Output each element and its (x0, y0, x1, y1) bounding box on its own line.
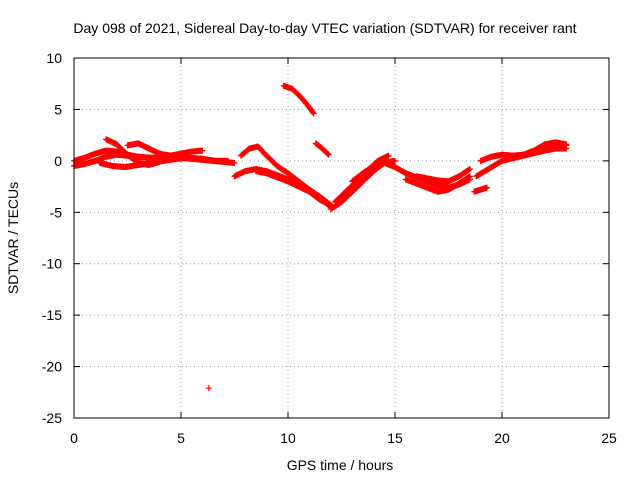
data-point (466, 166, 473, 173)
data-point (563, 141, 570, 148)
x-tick-label: 15 (387, 430, 403, 446)
plot-frame (73, 57, 610, 419)
data-point (199, 147, 206, 154)
data-point (231, 159, 238, 166)
y-tick-label: -15 (42, 307, 62, 323)
data-point (325, 151, 332, 158)
data-point (225, 157, 232, 164)
data-point (310, 110, 317, 117)
y-tick-label: 10 (46, 50, 62, 66)
x-tick-label: 5 (177, 430, 185, 446)
y-tick-label: -10 (42, 256, 62, 272)
data-points (71, 82, 570, 392)
data-point (385, 152, 392, 159)
x-tick-label: 0 (70, 430, 78, 446)
chart-title: Day 098 of 2021, Sidereal Day-to-day VTE… (73, 20, 576, 36)
axis-ticks: 0 5 10 15 20 25 -25 -20 -15 -10 -5 0 5 10 (42, 50, 617, 446)
data-point (466, 173, 473, 180)
data-point (484, 184, 491, 191)
x-tick-label: 10 (280, 430, 296, 446)
y-tick-label: -5 (50, 204, 63, 220)
data-point (324, 151, 331, 157)
grid-lines (74, 58, 609, 418)
x-tick-label: 20 (494, 430, 510, 446)
data-point (392, 157, 398, 164)
y-tick-label: 0 (54, 153, 62, 169)
y-axis-label: SDTVAR / TECUs (5, 182, 21, 294)
data-point (309, 109, 316, 116)
y-tick-label: 5 (54, 101, 62, 117)
y-tick-label: -25 (42, 410, 62, 426)
data-point (205, 385, 212, 392)
y-tick-label: -20 (42, 359, 62, 375)
x-tick-label: 25 (601, 430, 617, 446)
x-axis-label: GPS time / hours (287, 457, 394, 473)
